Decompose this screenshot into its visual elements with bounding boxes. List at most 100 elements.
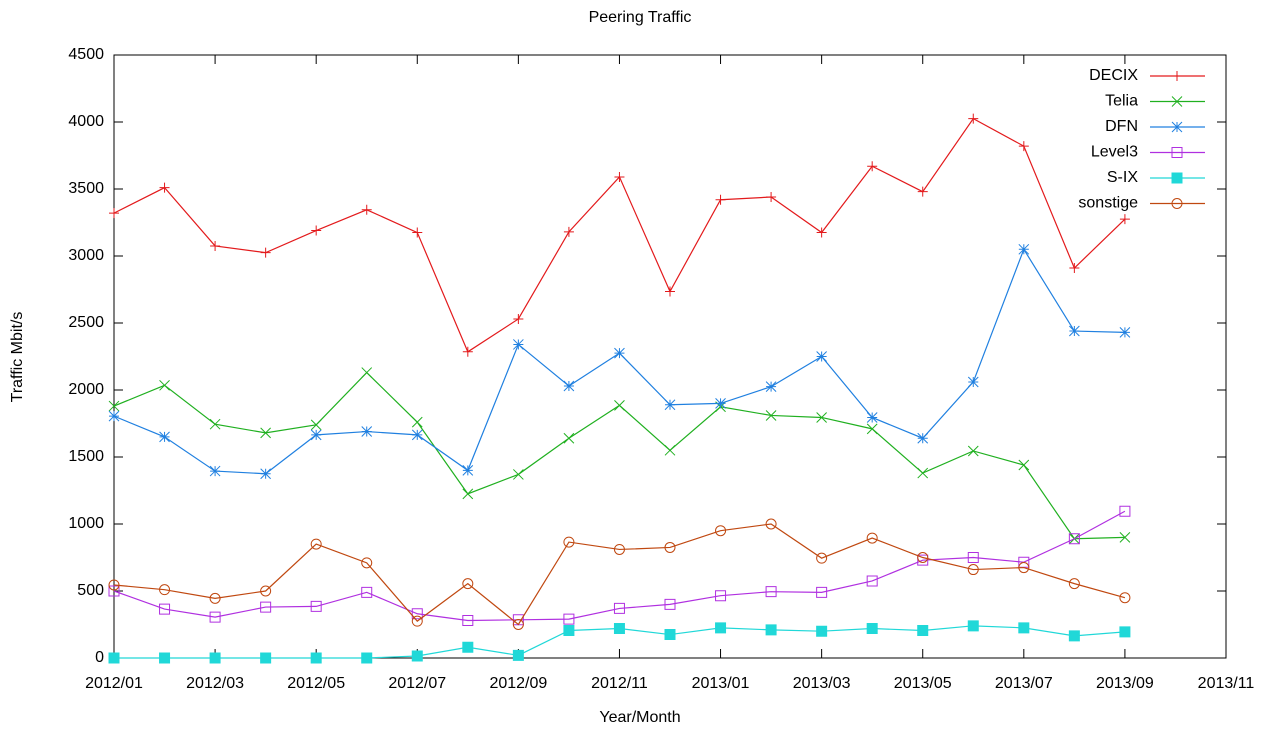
data-point	[917, 554, 929, 566]
data-point	[513, 313, 524, 324]
series-line	[113, 247, 1125, 475]
x-tick-label: 2012/03	[186, 675, 244, 692]
data-point	[1068, 533, 1080, 545]
x-axis-label: Year/Month	[599, 709, 680, 726]
legend-marker	[1171, 96, 1183, 107]
data-point	[866, 623, 878, 635]
data-point	[664, 444, 676, 456]
data-point	[867, 161, 878, 172]
y-axis-label: Traffic Mbit/s	[9, 312, 26, 403]
y-tick-label: 3500	[68, 180, 104, 197]
data-point	[715, 590, 727, 602]
data-point	[1068, 630, 1080, 642]
data-point	[209, 592, 221, 604]
data-point	[1018, 141, 1029, 152]
data-point	[311, 225, 322, 236]
data-point	[159, 603, 171, 615]
data-point	[411, 429, 423, 441]
data-point	[260, 601, 272, 613]
data-point	[563, 432, 575, 444]
y-tick-label: 4000	[68, 113, 104, 130]
data-point	[462, 614, 474, 626]
data-point	[967, 445, 979, 457]
data-point	[209, 611, 221, 623]
data-point	[917, 552, 929, 563]
data-point	[1119, 592, 1131, 604]
data-point	[1069, 325, 1080, 337]
data-point	[968, 113, 979, 124]
data-point	[411, 416, 423, 428]
data-point	[664, 542, 676, 553]
y-tick-label: 1000	[68, 515, 104, 532]
data-point	[209, 652, 221, 664]
data-point	[766, 192, 777, 203]
data-point	[159, 652, 171, 664]
data-point	[563, 226, 574, 237]
data-point	[361, 652, 373, 664]
data-point	[260, 427, 271, 439]
data-point	[361, 204, 372, 215]
data-point	[816, 586, 828, 598]
data-point	[816, 351, 827, 362]
data-point	[765, 381, 777, 393]
data-point	[866, 532, 878, 544]
data-point	[310, 429, 322, 441]
data-point	[563, 380, 575, 392]
data-point	[1119, 532, 1131, 543]
data-point	[613, 623, 625, 635]
data-point	[866, 412, 878, 423]
data-point	[210, 240, 221, 251]
data-point	[512, 619, 524, 630]
data-point	[411, 650, 423, 662]
series-line	[113, 117, 1126, 353]
data-point	[866, 423, 878, 435]
x-tick-label: 2012/11	[591, 675, 648, 692]
series-line	[113, 510, 1126, 622]
y-tick-label: 500	[77, 582, 104, 599]
data-point	[665, 286, 675, 297]
x-tick-label: 2013/03	[793, 675, 851, 692]
data-point	[260, 247, 271, 258]
legend-marker	[1171, 121, 1183, 133]
legend-label: Level3	[1091, 144, 1138, 161]
legend-marker	[1171, 147, 1183, 158]
data-point	[260, 585, 272, 597]
data-point	[108, 410, 120, 422]
data-point	[715, 398, 726, 409]
data-point	[159, 379, 170, 391]
x-tick-label: 2012/01	[85, 675, 143, 692]
data-point	[1119, 214, 1130, 225]
y-tick-label: 3000	[68, 247, 104, 264]
data-point	[108, 579, 120, 591]
data-point	[664, 399, 676, 411]
plot-frame	[113, 54, 1227, 659]
data-point	[310, 652, 322, 664]
data-point	[260, 652, 272, 664]
x-tick-label: 2013/05	[894, 675, 952, 692]
x-tick-label: 2012/07	[388, 675, 446, 692]
data-point	[1018, 243, 1030, 255]
data-point	[513, 339, 524, 350]
data-point	[917, 467, 929, 479]
legend-label: DECIX	[1089, 67, 1138, 84]
data-point	[614, 171, 625, 182]
data-point	[1069, 263, 1080, 274]
data-point	[462, 488, 474, 500]
y-tick-label: 2500	[68, 314, 104, 331]
data-point	[866, 575, 878, 587]
data-point	[765, 410, 777, 421]
legend-label: sonstige	[1078, 195, 1138, 212]
data-point	[412, 227, 423, 238]
x-tick-label: 2012/09	[489, 675, 547, 692]
data-point	[109, 208, 119, 219]
data-point	[917, 186, 928, 197]
data-point	[1018, 622, 1030, 634]
data-point	[967, 564, 979, 575]
data-point	[614, 400, 625, 411]
data-point	[462, 465, 474, 476]
data-point	[563, 625, 575, 637]
data-point	[361, 367, 373, 378]
data-point	[664, 598, 676, 610]
